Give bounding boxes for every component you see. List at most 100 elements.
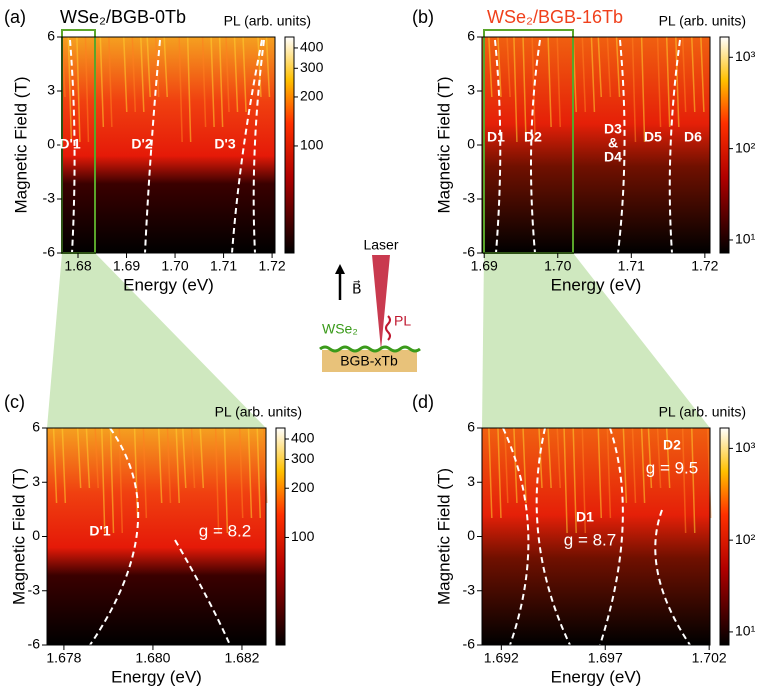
y-tick-label: 6	[32, 419, 40, 435]
x-tick-label: 1.682	[224, 650, 259, 666]
annotation: D2	[663, 437, 681, 453]
streak	[61, 427, 67, 504]
colorbar-label: PL (arb. units)	[659, 13, 746, 29]
streak	[631, 427, 637, 504]
streak	[233, 36, 239, 113]
streak	[622, 427, 628, 504]
streak	[218, 36, 224, 128]
streak	[691, 36, 696, 113]
annotation: D'2	[131, 136, 152, 152]
streak	[547, 427, 552, 489]
streak	[488, 427, 493, 519]
heatmap	[62, 37, 275, 253]
streak	[615, 36, 621, 98]
annotation: g = 8.2	[199, 521, 251, 540]
x-axis-label: Energy (eV)	[551, 275, 642, 294]
zoom-region	[482, 253, 710, 428]
x-tick-label: 1.702	[692, 650, 727, 666]
x-tick-label: 1.69	[113, 258, 140, 274]
streak	[647, 427, 653, 489]
streak	[631, 36, 637, 143]
y-tick-label: 3	[467, 473, 475, 489]
streak	[675, 36, 680, 128]
streak	[531, 36, 536, 143]
streak	[178, 36, 183, 143]
streak	[157, 427, 163, 504]
colorbar-tick-label: 300	[291, 450, 315, 466]
x-tick-label: 1.692	[484, 650, 519, 666]
colorbar-tick-label: 10²	[735, 531, 756, 547]
x-tick-label: 1.697	[588, 650, 623, 666]
streak	[506, 36, 511, 98]
streak	[109, 427, 115, 534]
streak	[182, 427, 187, 489]
colorbar-tick-label: 300	[300, 59, 324, 75]
streak	[681, 427, 687, 534]
streak	[99, 36, 105, 128]
streak	[581, 427, 587, 534]
colorbar-tick-label: 200	[300, 88, 324, 104]
streak	[265, 36, 271, 98]
x-tick-label: 1.72	[258, 258, 285, 274]
y-tick-label: -6	[28, 636, 41, 652]
annotation: D6	[684, 129, 702, 145]
streak	[84, 36, 90, 143]
streak	[556, 427, 561, 489]
field-label: B⃗	[352, 280, 362, 297]
streak	[513, 427, 518, 504]
pl-label: PL	[394, 313, 411, 329]
streak	[606, 427, 612, 519]
streak	[640, 36, 646, 143]
streak	[597, 427, 603, 519]
annotation: &	[608, 135, 618, 151]
streak	[225, 36, 230, 113]
y-tick-label: 0	[32, 527, 40, 543]
colorbar	[719, 36, 730, 254]
streak	[497, 36, 502, 98]
streak	[201, 36, 207, 128]
x-tick-label: 1.69	[471, 258, 498, 274]
y-tick-label: 3	[467, 82, 475, 98]
annotation: D1	[487, 129, 505, 145]
annotation: D3	[604, 121, 622, 137]
streak	[700, 36, 705, 113]
colorbar-tick-label: 10²	[735, 139, 756, 155]
streak	[131, 36, 137, 113]
annotation: D'3	[214, 136, 235, 152]
x-tick-label: 1.680	[135, 650, 170, 666]
annotation: g = 9.5	[646, 458, 698, 477]
streak	[242, 36, 247, 113]
y-tick-label: -3	[43, 190, 56, 206]
schematic: Laser B⃗ PL WSe₂ BGB-xTb	[319, 237, 421, 372]
y-tick-label: -6	[463, 636, 476, 652]
x-tick-label: 1.678	[46, 650, 81, 666]
zoom-region	[47, 253, 266, 428]
annotation: D5	[644, 129, 662, 145]
streak	[522, 36, 527, 143]
streak	[572, 427, 577, 534]
streak	[665, 36, 671, 128]
y-tick-label: -3	[28, 581, 41, 597]
streak	[665, 427, 671, 489]
streak	[488, 36, 493, 98]
streak	[214, 427, 220, 534]
streak	[67, 36, 73, 143]
colorbar-label: PL (arb. units)	[224, 13, 311, 29]
streak	[691, 427, 696, 534]
x-tick-label: 1.68	[64, 258, 91, 274]
y-tick-label: 0	[467, 527, 475, 543]
y-tick-label: -6	[463, 244, 476, 260]
streak	[140, 36, 145, 113]
panel-label: (c)	[4, 392, 25, 412]
panel-label: (d)	[412, 392, 434, 412]
streak	[547, 36, 552, 128]
x-tick-label: 1.71	[618, 258, 645, 274]
y-axis-label: Magnetic Field (T)	[9, 468, 28, 605]
heatmap	[47, 428, 266, 645]
panel-label: (a)	[4, 7, 26, 27]
streak	[256, 427, 261, 519]
colorbar-label: PL (arb. units)	[659, 404, 746, 420]
streak	[522, 427, 527, 504]
colorbar	[275, 427, 286, 646]
